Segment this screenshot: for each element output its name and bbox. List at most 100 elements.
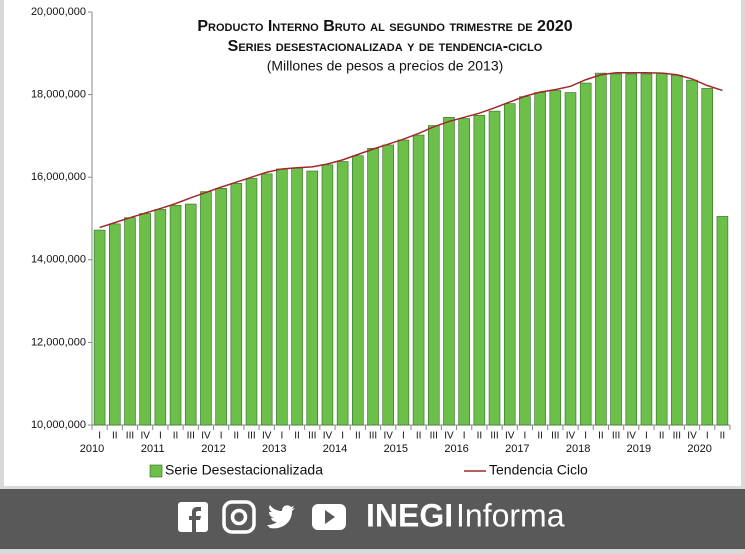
y-tick-label: 16,000,000: [31, 171, 86, 183]
bar: [200, 191, 212, 426]
x-tick-label: IV: [323, 431, 333, 442]
x-tick-label: II: [173, 431, 179, 442]
chart-subtitle: Series desestacionalizada y de tendencia…: [228, 38, 543, 55]
bar: [109, 223, 121, 426]
chart-title: Producto Interno Bruto al segundo trimes…: [197, 18, 572, 35]
bar: [397, 139, 410, 426]
x-tick-label: II: [112, 431, 118, 442]
bar: [321, 164, 334, 426]
bar: [139, 213, 151, 426]
x-tick-label: II: [659, 431, 665, 442]
bar: [443, 117, 455, 426]
instagram-glyph: [230, 508, 248, 526]
bar: [245, 178, 258, 426]
x-tick-label: I: [706, 431, 709, 442]
x-tick-label: II: [598, 431, 604, 442]
year-label: 2018: [566, 443, 590, 455]
x-tick-label: I: [159, 431, 162, 442]
bar: [458, 118, 470, 426]
trend-line: [99, 71, 723, 229]
year-label: 2013: [262, 443, 286, 455]
x-tick-label: IV: [201, 431, 211, 442]
footer-brand-suffix: Informa: [456, 497, 565, 533]
x-tick-label: III: [187, 431, 195, 442]
bar: [549, 90, 562, 426]
y-tick-label: 14,000,000: [31, 254, 86, 266]
year-label: 2015: [384, 443, 408, 455]
bar: [716, 216, 729, 426]
bar: [276, 168, 288, 426]
bar: [260, 173, 273, 426]
x-tick-label: III: [369, 431, 377, 442]
bar: [352, 155, 364, 426]
x-tick-label: I: [341, 431, 344, 442]
x-tick-label: II: [355, 431, 361, 442]
year-label: 2014: [323, 443, 347, 455]
y-tick-label: 18,000,000: [31, 89, 86, 101]
twitter-icon[interactable]: [267, 505, 295, 529]
x-tick-label: I: [280, 431, 283, 442]
x-tick-label: II: [720, 431, 726, 442]
bar: [367, 147, 379, 426]
bar: [625, 73, 638, 426]
bar: [686, 79, 698, 426]
bar: [336, 161, 349, 426]
facebook-glyph: [189, 507, 201, 532]
bar: [93, 229, 106, 426]
x-tick-label: I: [220, 431, 223, 442]
x-tick-label: III: [612, 431, 620, 442]
x-tick-label: I: [98, 431, 101, 442]
x-tick-label: IV: [566, 431, 576, 442]
year-label: 2017: [505, 443, 529, 455]
bar: [306, 170, 319, 426]
footer-brand: INEGI: [366, 497, 453, 533]
year-label: 2016: [444, 443, 468, 455]
bar: [428, 125, 440, 426]
x-tick-label: I: [402, 431, 405, 442]
bar: [473, 114, 486, 426]
x-tick-label: III: [126, 431, 134, 442]
year-label: 2011: [141, 443, 165, 455]
bar: [412, 134, 425, 426]
bar: [564, 92, 577, 426]
chart-units: (Millones de pesos a precios de 2013): [267, 58, 504, 74]
bar: [382, 144, 394, 426]
youtube-glyph: [325, 510, 335, 524]
legend-label: Serie Desestacionalizada: [165, 462, 323, 478]
bar: [655, 72, 668, 426]
legend-swatch: [149, 464, 163, 478]
x-tick-label: III: [490, 431, 498, 442]
bar: [124, 217, 136, 426]
legend-label: Tendencia Ciclo: [489, 462, 588, 478]
bar: [701, 88, 713, 426]
x-tick-label: IV: [262, 431, 272, 442]
x-tick-label: III: [551, 431, 559, 442]
x-tick-label: IV: [627, 431, 637, 442]
x-tick-label: I: [584, 431, 587, 442]
bar: [579, 82, 592, 426]
x-tick-label: IV: [444, 431, 454, 442]
bar: [519, 96, 531, 426]
footer-bar: [0, 489, 745, 549]
instagram-icon[interactable]: [222, 500, 256, 534]
bar: [488, 110, 501, 426]
bar: [534, 92, 546, 426]
bar: [503, 103, 516, 426]
year-label: 2019: [627, 443, 651, 455]
x-tick-label: I: [463, 431, 466, 442]
social-icons: [178, 500, 346, 534]
bar: [595, 72, 607, 426]
x-tick-label: III: [430, 431, 438, 442]
x-tick-label: II: [416, 431, 422, 442]
x-tick-label: I: [524, 431, 527, 442]
x-tick-label: II: [234, 431, 240, 442]
bar: [154, 209, 167, 426]
bar: [610, 73, 622, 426]
bar: [184, 203, 197, 426]
x-tick-label: IV: [505, 431, 515, 442]
x-tick-label: IV: [383, 431, 393, 442]
x-tick-label: IV: [687, 431, 697, 442]
x-tick-label: III: [247, 431, 255, 442]
x-tick-label: I: [645, 431, 648, 442]
